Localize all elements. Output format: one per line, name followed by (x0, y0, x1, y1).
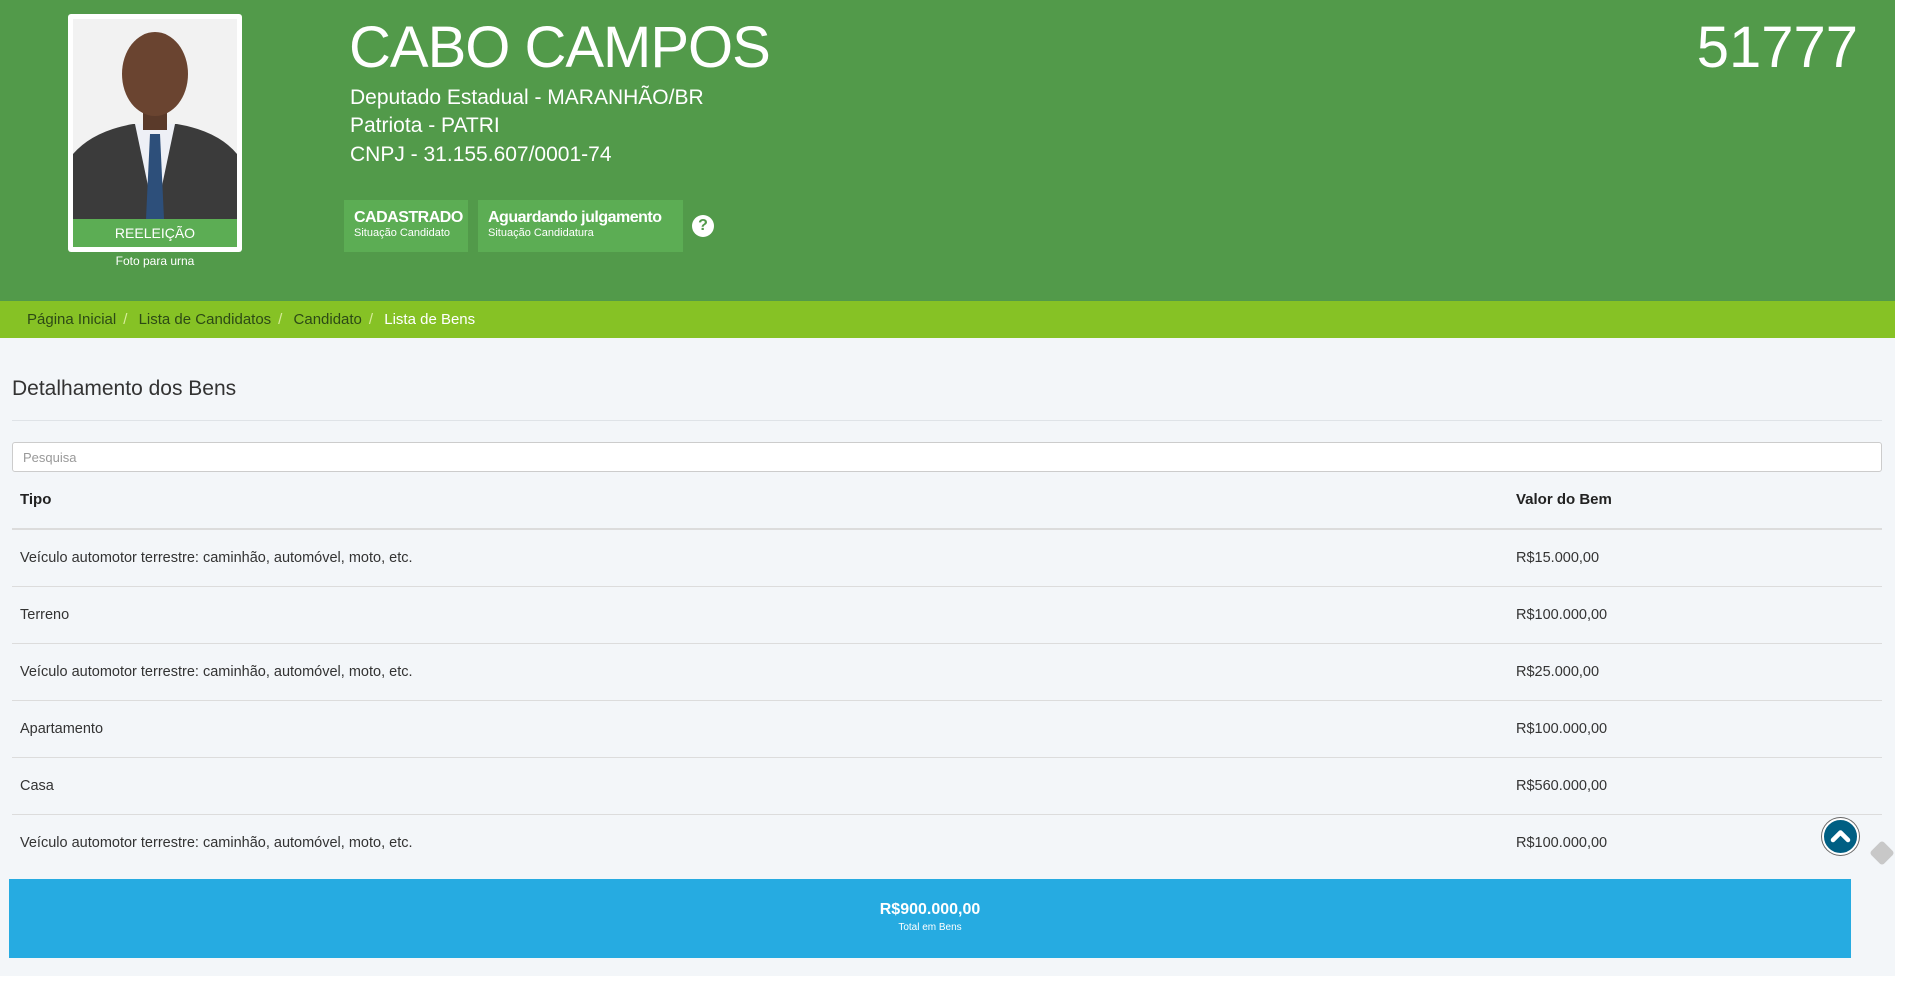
chevron-up-icon (1830, 830, 1851, 843)
breadcrumb: Página Inicial / Lista de Candidatos / Can… (0, 301, 1895, 338)
breadcrumb-candidate[interactable]: Candidato (293, 311, 362, 328)
cell-tipo: Veículo automotor terrestre: caminhão, a… (20, 835, 413, 851)
badge-value: Aguardando julgamento (488, 209, 662, 226)
candidate-photo (73, 19, 237, 221)
table-row: Veículo automotor terrestre: caminhão, a… (12, 644, 1882, 701)
candidate-office: Deputado Estadual - MARANHÃO/BR (350, 86, 704, 109)
cell-valor: R$25.000,00 (1516, 664, 1600, 680)
scroll-to-top-button[interactable] (1822, 818, 1859, 855)
table-row: Terreno R$100.000,00 (12, 587, 1882, 644)
cell-valor: R$15.000,00 (1516, 550, 1600, 566)
help-icon[interactable]: ? (692, 215, 714, 237)
breadcrumb-assets-list: Lista de Bens (384, 311, 476, 328)
candidate-cnpj: CNPJ - 31.155.607/0001-74 (350, 143, 612, 166)
column-header-valor[interactable]: Valor do Bem (1516, 491, 1612, 508)
reelection-label: REELEIÇÃO (73, 219, 237, 247)
cell-tipo: Terreno (20, 607, 70, 623)
badge-value: CADASTRADO (354, 209, 463, 226)
candidate-party: Patriota - PATRI (350, 114, 500, 137)
total-value: R$900.000,00 (879, 901, 981, 918)
cell-tipo: Casa (20, 778, 54, 794)
header-divider (12, 528, 1882, 530)
assets-section: Detalhamento dos Bens Tipo Valor do Bem … (0, 338, 1895, 976)
badge-label: Situação Candidato (354, 227, 451, 239)
cell-valor: R$100.000,00 (1516, 835, 1608, 851)
candidacy-status-badge: Aguardando julgamento Situação Candidatu… (478, 200, 683, 252)
candidate-status-badge: CADASTRADO Situação Candidato (344, 200, 468, 252)
table-row: Apartamento R$100.000,00 (12, 701, 1882, 758)
photo-caption: Foto para urna (115, 254, 195, 268)
total-label: Total em Bens (898, 922, 962, 933)
cell-tipo: Veículo automotor terrestre: caminhão, a… (20, 550, 413, 566)
cell-valor: R$560.000,00 (1516, 778, 1608, 794)
table-row: Casa R$560.000,00 (12, 758, 1882, 815)
cell-valor: R$100.000,00 (1516, 607, 1608, 623)
search-input[interactable] (12, 442, 1882, 472)
candidate-header: REELEIÇÃO Foto para urna CABO CAMPOS Dep… (0, 0, 1895, 301)
candidate-photo-card: REELEIÇÃO (68, 14, 242, 252)
candidate-name: CABO CAMPOS (349, 15, 771, 80)
badge-label: Situação Candidatura (488, 227, 594, 239)
column-header-tipo[interactable]: Tipo (20, 491, 52, 508)
candidate-number: 51777 (1696, 15, 1858, 80)
cell-tipo: Apartamento (20, 721, 104, 737)
cell-valor: R$100.000,00 (1516, 721, 1608, 737)
total-assets-box: R$900.000,00 Total em Bens (9, 879, 1851, 958)
breadcrumb-home[interactable]: Página Inicial (27, 311, 117, 328)
divider (12, 420, 1882, 421)
cell-tipo: Veículo automotor terrestre: caminhão, a… (20, 664, 413, 680)
table-row: Veículo automotor terrestre: caminhão, a… (12, 815, 1882, 872)
breadcrumb-candidate-list[interactable]: Lista de Candidatos (138, 311, 272, 328)
section-title: Detalhamento dos Bens (12, 377, 237, 400)
table-row: Veículo automotor terrestre: caminhão, a… (12, 530, 1882, 587)
